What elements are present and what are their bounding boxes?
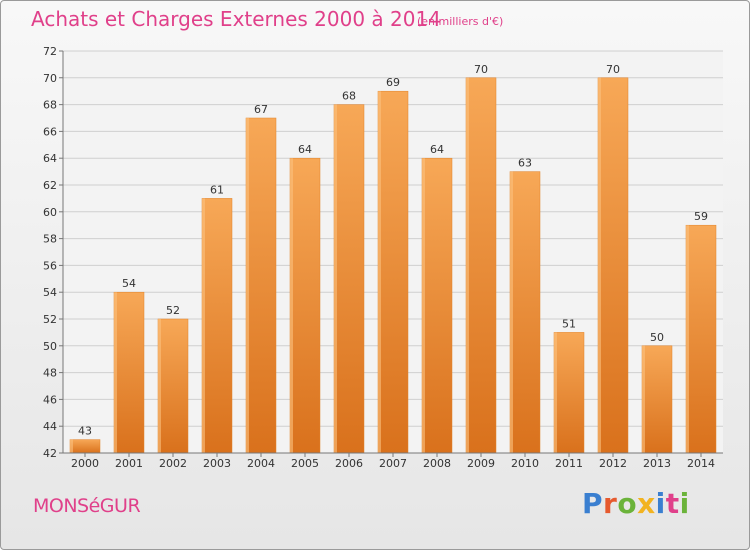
y-tick-label: 42 (43, 447, 57, 460)
y-tick-label: 58 (43, 233, 57, 246)
y-tick-label: 50 (43, 340, 57, 353)
value-label-2012: 70 (606, 63, 620, 76)
bar-2009 (465, 77, 497, 454)
y-tick-label: 70 (43, 72, 57, 85)
value-label-2004: 67 (254, 103, 268, 116)
value-label-2007: 69 (386, 76, 400, 89)
brand-letter: t (665, 487, 680, 520)
bar-highlight (334, 104, 337, 453)
bar-highlight (378, 91, 381, 453)
x-tick-label-2013: 2013 (643, 457, 671, 470)
value-label-2002: 52 (166, 304, 180, 317)
bar-2003 (201, 198, 233, 454)
bar-2007 (377, 90, 409, 454)
x-tick-label-2005: 2005 (291, 457, 319, 470)
y-tick-label: 60 (43, 206, 57, 219)
bar-2011 (553, 332, 585, 454)
x-tick-label-2014: 2014 (687, 457, 715, 470)
chart-subtitle: (en milliers d'€) (417, 15, 504, 28)
bar-2001 (113, 291, 145, 454)
brand-logo: Proxiti (582, 487, 690, 520)
value-label-2011: 51 (562, 317, 576, 330)
bar-2000 (69, 439, 101, 454)
x-tick-label-2001: 2001 (115, 457, 143, 470)
brand-letter: i (679, 487, 690, 520)
value-label-2013: 50 (650, 331, 664, 344)
bar-highlight (554, 332, 557, 453)
bar-highlight (202, 198, 205, 453)
value-label-2010: 63 (518, 157, 532, 170)
bar-highlight (422, 158, 425, 453)
value-label-2005: 64 (298, 143, 312, 156)
x-tick-label-2008: 2008 (423, 457, 451, 470)
y-tick-label: 56 (43, 259, 57, 272)
brand-letter: P (582, 487, 604, 520)
y-tick-label: 66 (43, 125, 57, 138)
x-tick-label-2010: 2010 (511, 457, 539, 470)
x-tick-label-2004: 2004 (247, 457, 275, 470)
bar-2002 (157, 318, 189, 454)
bar-2012 (597, 77, 629, 454)
bar-highlight (466, 77, 469, 454)
bar-highlight (114, 292, 117, 453)
bar-highlight (686, 225, 689, 453)
brand-letter: x (637, 487, 656, 520)
value-label-2006: 68 (342, 90, 356, 103)
value-label-2009: 70 (474, 63, 488, 76)
y-tick-label: 72 (43, 45, 57, 58)
brand-letter: r (603, 487, 618, 520)
bar-highlight (246, 118, 249, 453)
y-tick-label: 48 (43, 367, 57, 380)
bar-highlight (510, 171, 513, 453)
y-tick-label: 64 (43, 152, 57, 165)
y-tick-label: 54 (43, 286, 57, 299)
value-label-2014: 59 (694, 210, 708, 223)
bar-2004 (245, 117, 277, 454)
x-tick-label-2006: 2006 (335, 457, 363, 470)
bar-highlight (290, 158, 293, 453)
bars: 43 54 52 61 67 64 68 69 64 70 63 51 70 50 59 (69, 63, 717, 454)
value-label-2000: 43 (78, 425, 92, 438)
value-label-2001: 54 (122, 277, 136, 290)
x-tick-label-2002: 2002 (159, 457, 187, 470)
bar-highlight (70, 439, 73, 453)
x-tick-label-2011: 2011 (555, 457, 583, 470)
y-tick-label: 68 (43, 99, 57, 112)
bar-2006 (333, 104, 365, 454)
x-tick-label-2009: 2009 (467, 457, 495, 470)
brand-letter: i (655, 487, 666, 520)
y-tick-label: 62 (43, 179, 57, 192)
bar-highlight (642, 345, 645, 453)
x-tick-label-2000: 2000 (71, 457, 99, 470)
y-tick-label: 52 (43, 313, 57, 326)
axes: 42 44 46 48 50 52 54 56 58 60 62 64 66 68 70 72 2000 2001… (43, 45, 723, 470)
bar-2013 (641, 345, 673, 454)
bar-2014 (685, 224, 717, 454)
chart-title: Achats et Charges Externes 2000 à 2014 (31, 7, 441, 31)
value-label-2008: 64 (430, 143, 444, 156)
y-tick-label: 46 (43, 393, 57, 406)
y-tick-label: 44 (43, 420, 57, 433)
x-tick-label-2003: 2003 (203, 457, 231, 470)
bar-2010 (509, 171, 541, 454)
x-tick-label-2012: 2012 (599, 457, 627, 470)
bar-highlight (158, 319, 161, 453)
commune-name: MONSéGUR (33, 495, 141, 517)
bar-2008 (421, 157, 453, 454)
brand-letter: o (617, 487, 638, 520)
bar-2005 (289, 157, 321, 454)
value-label-2003: 61 (210, 183, 224, 196)
x-tick-label-2007: 2007 (379, 457, 407, 470)
bar-highlight (598, 77, 601, 454)
